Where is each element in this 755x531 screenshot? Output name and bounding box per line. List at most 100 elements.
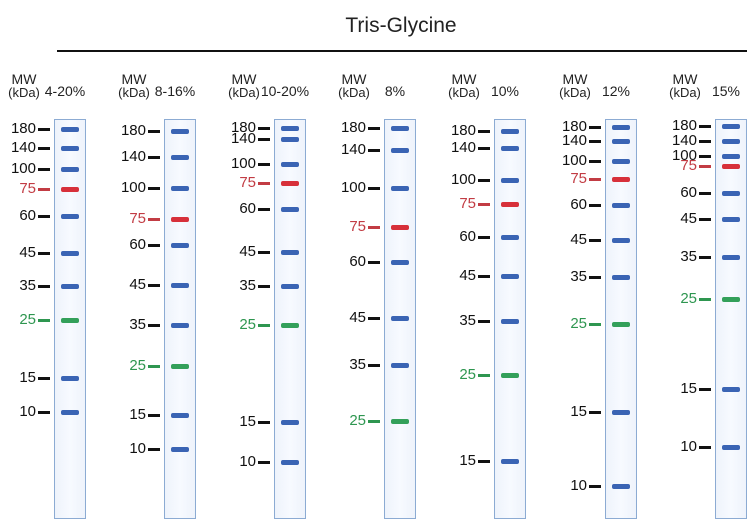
marker-label-60: 60 — [349, 253, 366, 270]
marker-label-35: 35 — [459, 312, 476, 329]
marker-tick — [38, 215, 50, 218]
mw-kda-header: MW (kDa) — [112, 72, 156, 100]
marker-label-25: 25 — [19, 311, 36, 328]
marker-tick — [38, 147, 50, 150]
marker-label-60: 60 — [19, 207, 36, 224]
marker-label-25: 25 — [570, 315, 587, 332]
marker-label-100: 100 — [10, 160, 36, 177]
marker-tick — [148, 414, 160, 417]
marker-label-180: 180 — [10, 120, 36, 137]
marker-tick — [148, 324, 160, 327]
mw-kda-header: MW (kDa) — [222, 72, 266, 100]
protein-band-180 — [501, 129, 519, 134]
marker-label-25: 25 — [239, 316, 256, 333]
marker-label-15: 15 — [680, 380, 697, 397]
marker-tick — [38, 128, 50, 131]
marker-label-10: 10 — [129, 440, 146, 457]
protein-band-100 — [501, 178, 519, 183]
gel-percent-label: 12% — [601, 83, 631, 99]
protein-band-75 — [281, 181, 299, 186]
gel-percent-label: 8% — [384, 83, 406, 99]
marker-label-100: 100 — [230, 155, 256, 172]
protein-band-75 — [61, 187, 79, 192]
gel-percent-label: 4-20% — [44, 83, 86, 99]
marker-label-75: 75 — [680, 157, 697, 174]
marker-tick — [368, 364, 380, 367]
marker-label-10: 10 — [680, 438, 697, 455]
protein-band-45 — [391, 316, 409, 321]
protein-band-180 — [281, 126, 299, 131]
protein-band-25 — [501, 373, 519, 378]
marker-label-35: 35 — [129, 316, 146, 333]
marker-tick — [38, 411, 50, 414]
protein-band-35 — [501, 319, 519, 324]
marker-label-60: 60 — [680, 184, 697, 201]
marker-tick — [38, 252, 50, 255]
protein-band-15 — [722, 387, 740, 392]
marker-tick — [699, 218, 711, 221]
marker-label-100: 100 — [120, 179, 146, 196]
marker-label-15: 15 — [570, 403, 587, 420]
marker-tick — [478, 374, 490, 377]
protein-band-45 — [281, 250, 299, 255]
protein-band-100 — [391, 186, 409, 191]
gel-percent-label: 8-16% — [154, 83, 196, 99]
protein-band-75 — [171, 217, 189, 222]
marker-tick — [478, 460, 490, 463]
protein-band-25 — [171, 364, 189, 369]
marker-label-60: 60 — [239, 200, 256, 217]
mw-label: MW — [11, 71, 37, 87]
protein-band-10 — [612, 484, 630, 489]
marker-label-45: 45 — [459, 267, 476, 284]
protein-band-60 — [391, 260, 409, 265]
marker-label-25: 25 — [349, 412, 366, 429]
unit-label: (kDa) — [448, 85, 480, 100]
marker-tick — [368, 127, 380, 130]
mw-label: MW — [562, 71, 588, 87]
mw-kda-header: MW (kDa) — [2, 72, 46, 100]
marker-tick — [258, 163, 270, 166]
gel-lane — [605, 119, 637, 519]
protein-band-75 — [722, 164, 740, 169]
marker-tick — [589, 323, 601, 326]
protein-band-100 — [171, 186, 189, 191]
protein-band-140 — [281, 137, 299, 142]
marker-label-25: 25 — [680, 290, 697, 307]
protein-band-35 — [722, 255, 740, 260]
protein-band-75 — [391, 225, 409, 230]
marker-tick — [699, 298, 711, 301]
marker-tick — [699, 140, 711, 143]
marker-label-140: 140 — [10, 139, 36, 156]
protein-band-60 — [612, 203, 630, 208]
marker-label-75: 75 — [349, 218, 366, 235]
protein-band-100 — [722, 154, 740, 159]
protein-band-25 — [391, 419, 409, 424]
marker-tick — [38, 285, 50, 288]
protein-band-100 — [612, 159, 630, 164]
marker-label-10: 10 — [239, 453, 256, 470]
mw-kda-header: MW (kDa) — [442, 72, 486, 100]
marker-tick — [589, 178, 601, 181]
protein-band-15 — [281, 420, 299, 425]
protein-band-25 — [612, 322, 630, 327]
protein-band-10 — [61, 410, 79, 415]
mw-kda-header: MW (kDa) — [332, 72, 376, 100]
marker-tick — [148, 244, 160, 247]
protein-band-45 — [501, 274, 519, 279]
marker-tick — [258, 251, 270, 254]
protein-band-60 — [61, 214, 79, 219]
marker-label-45: 45 — [570, 231, 587, 248]
marker-label-180: 180 — [120, 122, 146, 139]
marker-label-100: 100 — [340, 179, 366, 196]
marker-tick — [38, 168, 50, 171]
protein-band-140 — [391, 148, 409, 153]
marker-tick — [148, 187, 160, 190]
title-underline — [57, 50, 747, 52]
marker-label-100: 100 — [671, 147, 697, 164]
protein-band-140 — [61, 146, 79, 151]
marker-label-140: 140 — [450, 139, 476, 156]
marker-label-35: 35 — [680, 248, 697, 265]
marker-tick — [258, 138, 270, 141]
marker-tick — [258, 127, 270, 130]
marker-tick — [148, 218, 160, 221]
